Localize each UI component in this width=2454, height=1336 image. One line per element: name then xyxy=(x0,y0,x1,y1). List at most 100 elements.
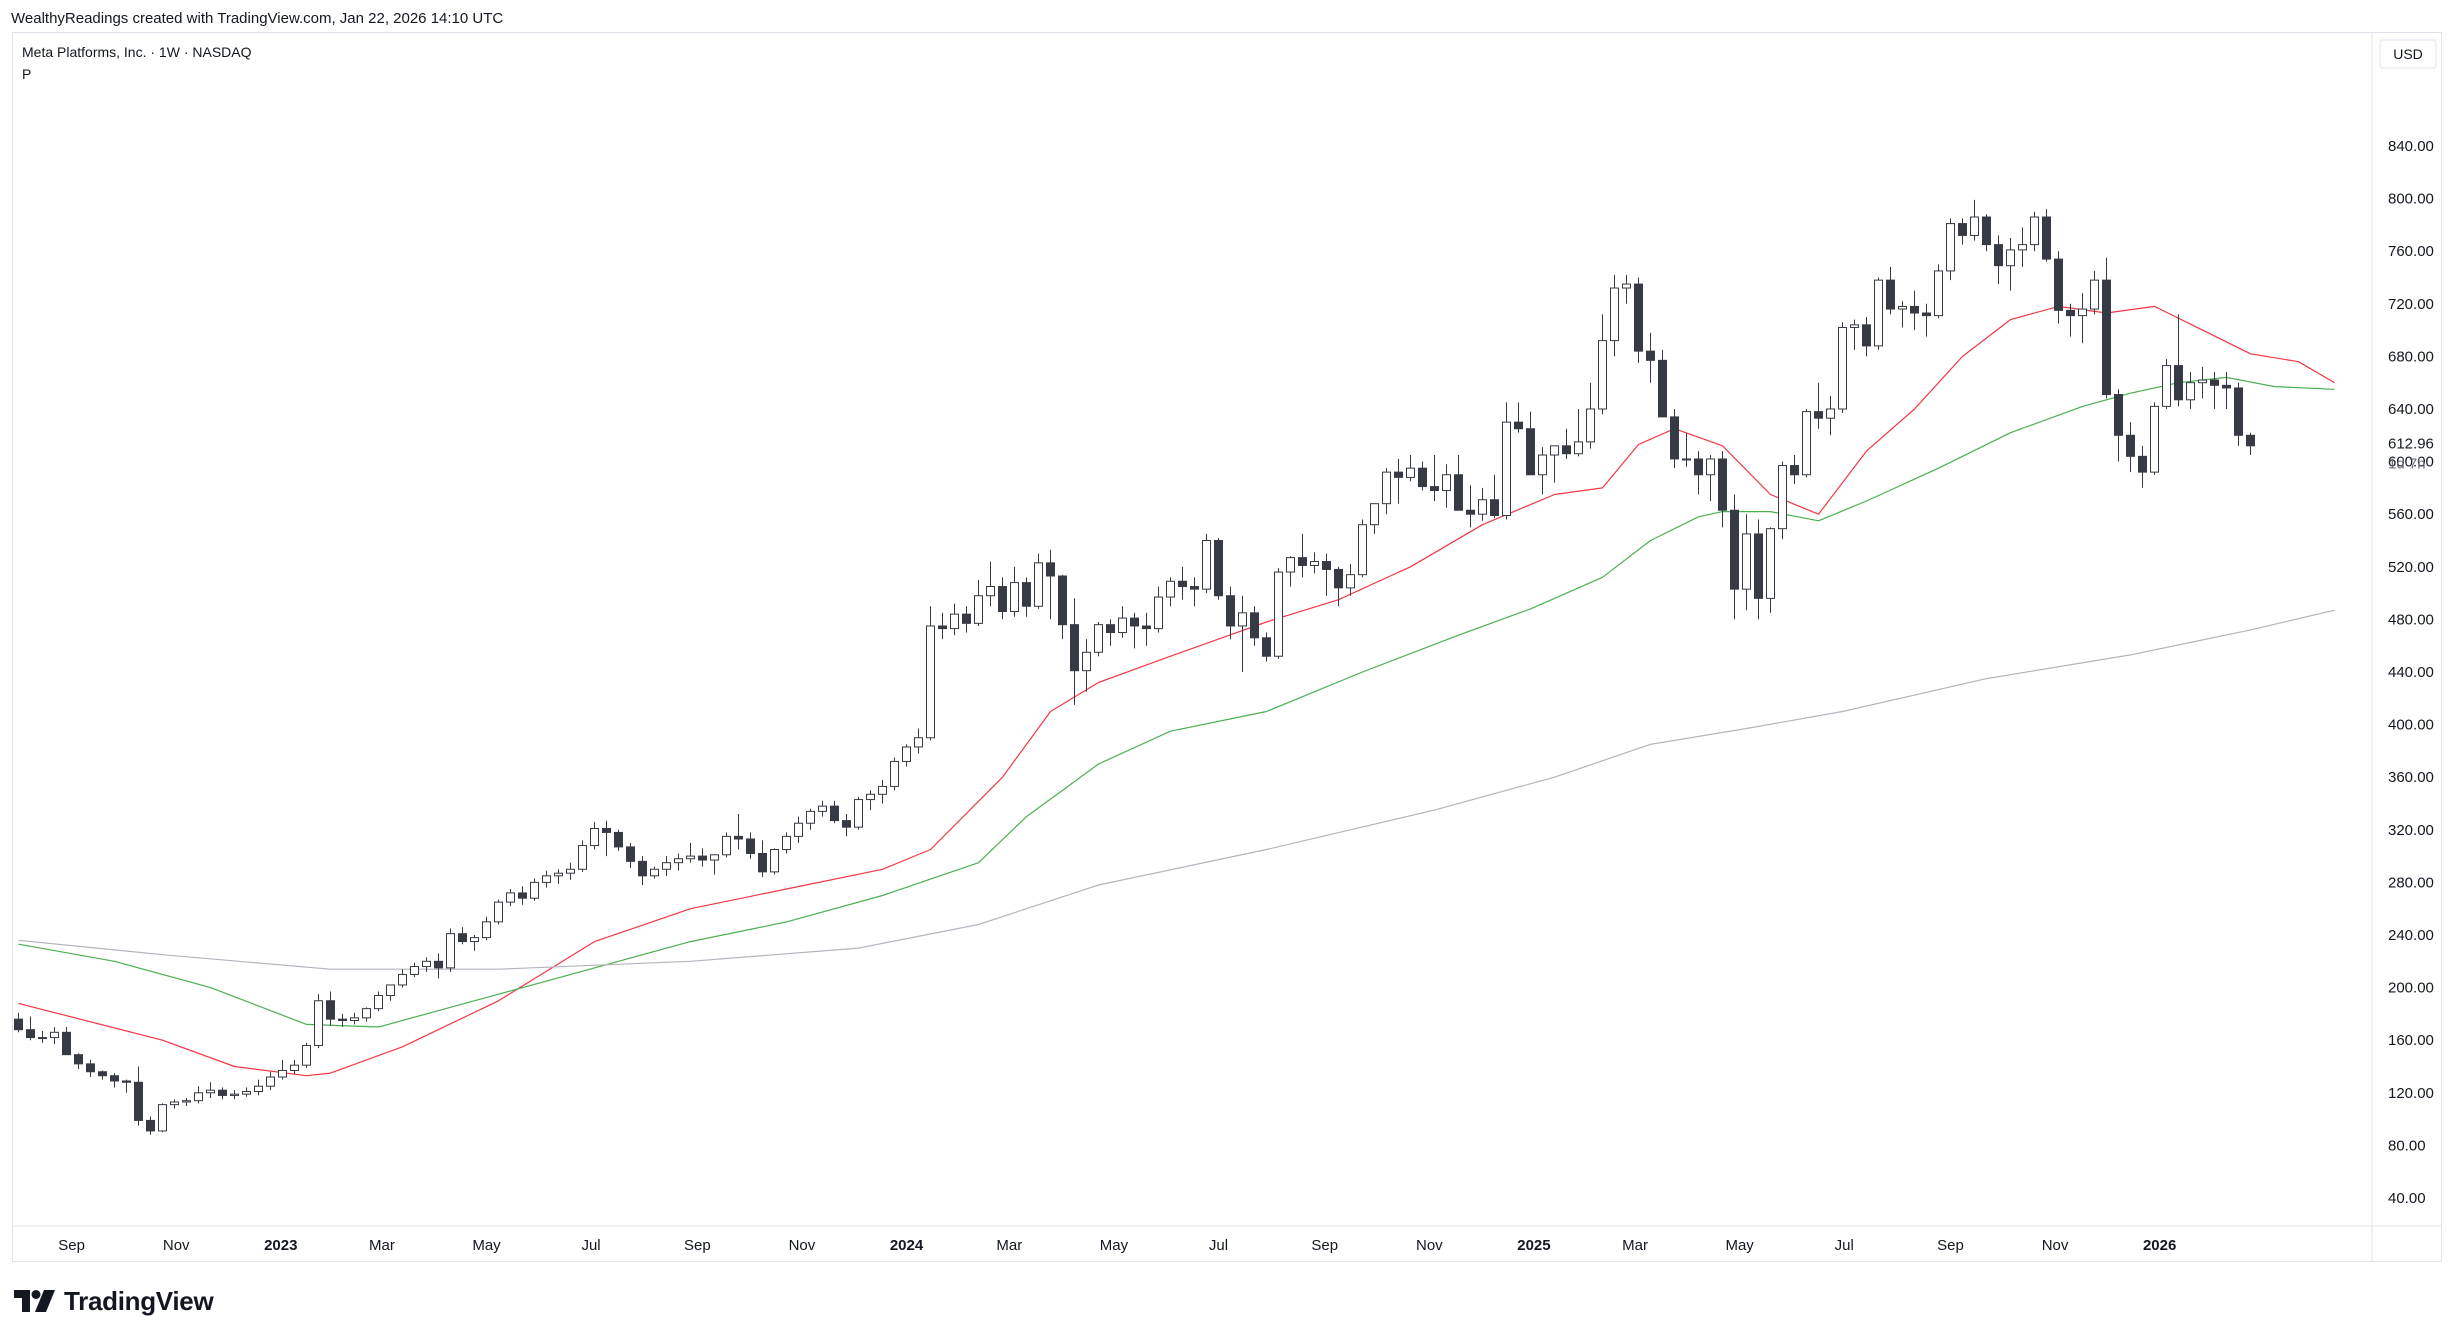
candle xyxy=(674,853,683,871)
candle xyxy=(1946,218,1955,281)
candle-body xyxy=(1814,411,1823,419)
candle-body xyxy=(986,586,995,597)
candle xyxy=(1910,290,1919,331)
time-tick-label: 2025 xyxy=(1517,1237,1550,1254)
candle-body xyxy=(2090,279,2099,310)
candle xyxy=(1682,432,1691,467)
candle xyxy=(890,757,899,791)
candle xyxy=(110,1073,119,1088)
time-axis[interactable]: Sep Nov 2023 Mar May Jul Sep Nov 2024 Mar May Jul Se… xyxy=(12,1225,2442,1254)
candle-body xyxy=(1142,625,1151,630)
price-tick-label: 440.00 xyxy=(2388,664,2434,681)
candle-body xyxy=(1562,445,1571,455)
candle xyxy=(1994,235,2003,285)
candle xyxy=(1874,277,1883,350)
candle xyxy=(1346,564,1355,596)
candle-body xyxy=(1934,270,1943,317)
plot-area[interactable] xyxy=(14,199,2335,1135)
candle xyxy=(170,1099,179,1109)
candle xyxy=(254,1079,263,1096)
candle xyxy=(1262,632,1271,662)
tradingview-logo[interactable]: TradingView xyxy=(14,1284,214,1318)
candle xyxy=(386,984,395,1001)
candle-body xyxy=(1202,540,1211,590)
candle-body xyxy=(974,595,983,624)
candle-body xyxy=(242,1090,251,1095)
candle xyxy=(1382,468,1391,515)
candle xyxy=(2234,382,2243,446)
currency-label: USD xyxy=(2393,46,2423,62)
price-axis[interactable]: USD 40.00 80.00 120.00 160.00 200.00 240.00 280… xyxy=(2371,32,2437,1262)
candle xyxy=(602,820,611,857)
candle-body xyxy=(422,960,431,968)
price-tick-label: 760.00 xyxy=(2388,243,2434,260)
candle xyxy=(2018,227,2027,267)
candle-body xyxy=(230,1093,239,1096)
indicator-legend[interactable]: P xyxy=(22,66,32,82)
candle-body xyxy=(1886,279,1895,310)
candle xyxy=(986,561,995,607)
candle-body xyxy=(1742,533,1751,590)
candle xyxy=(1706,455,1715,502)
candle-body xyxy=(1334,568,1343,589)
candle xyxy=(62,1027,71,1056)
candle xyxy=(1502,402,1511,520)
candle xyxy=(626,842,635,868)
candle-body xyxy=(746,838,755,854)
candle-body xyxy=(662,862,671,870)
candle-body xyxy=(194,1092,203,1102)
candle xyxy=(1394,458,1403,504)
candle xyxy=(794,816,803,843)
candle xyxy=(314,994,323,1049)
time-tick-label: Nov xyxy=(2042,1237,2069,1254)
candle xyxy=(1238,595,1247,672)
symbol-legend[interactable]: Meta Platforms, Inc. · 1W · NASDAQ xyxy=(22,44,252,60)
price-tick-label: 200.00 xyxy=(2388,980,2434,997)
candle-body xyxy=(1106,624,1115,634)
candle-body xyxy=(1130,617,1139,627)
candle-body xyxy=(614,831,623,848)
candle xyxy=(1562,428,1571,459)
candle-body xyxy=(1778,465,1787,530)
candle-body xyxy=(302,1044,311,1066)
candle-body xyxy=(1658,359,1667,418)
candle xyxy=(2102,257,2111,399)
candle xyxy=(1934,264,1943,319)
candle xyxy=(1958,218,1967,245)
candle xyxy=(1838,322,1847,413)
candle xyxy=(218,1087,227,1100)
candle xyxy=(1058,574,1067,640)
candle xyxy=(854,796,863,830)
candle xyxy=(506,888,515,907)
candle-body xyxy=(1802,411,1811,476)
candle xyxy=(1886,266,1895,315)
candle xyxy=(2198,366,2207,399)
candle-body xyxy=(158,1104,167,1132)
time-tick-label: 2024 xyxy=(890,1237,924,1254)
candle xyxy=(2246,432,2255,456)
candle-body xyxy=(482,921,491,939)
candle xyxy=(590,821,599,850)
candle-body xyxy=(350,1017,359,1021)
candle xyxy=(1022,577,1031,617)
candle xyxy=(2222,372,2231,409)
candle-body xyxy=(326,1000,335,1020)
moving-average-line-2 xyxy=(18,376,2335,1028)
candle xyxy=(422,957,431,972)
candle xyxy=(1814,382,1823,429)
candle-body xyxy=(554,872,563,877)
candle-body xyxy=(902,746,911,762)
candle xyxy=(1466,485,1475,528)
candle-body xyxy=(2246,434,2255,447)
time-tick-label: Sep xyxy=(1937,1237,1964,1254)
candle xyxy=(1586,382,1595,449)
candle-body xyxy=(818,805,827,812)
candle-body xyxy=(470,937,479,943)
candle-body xyxy=(1862,324,1871,347)
candle xyxy=(1070,598,1079,705)
candle-body xyxy=(1178,580,1187,588)
candle xyxy=(518,886,527,905)
price-tick-label: 40.00 xyxy=(2388,1190,2426,1207)
candle xyxy=(1754,519,1763,620)
